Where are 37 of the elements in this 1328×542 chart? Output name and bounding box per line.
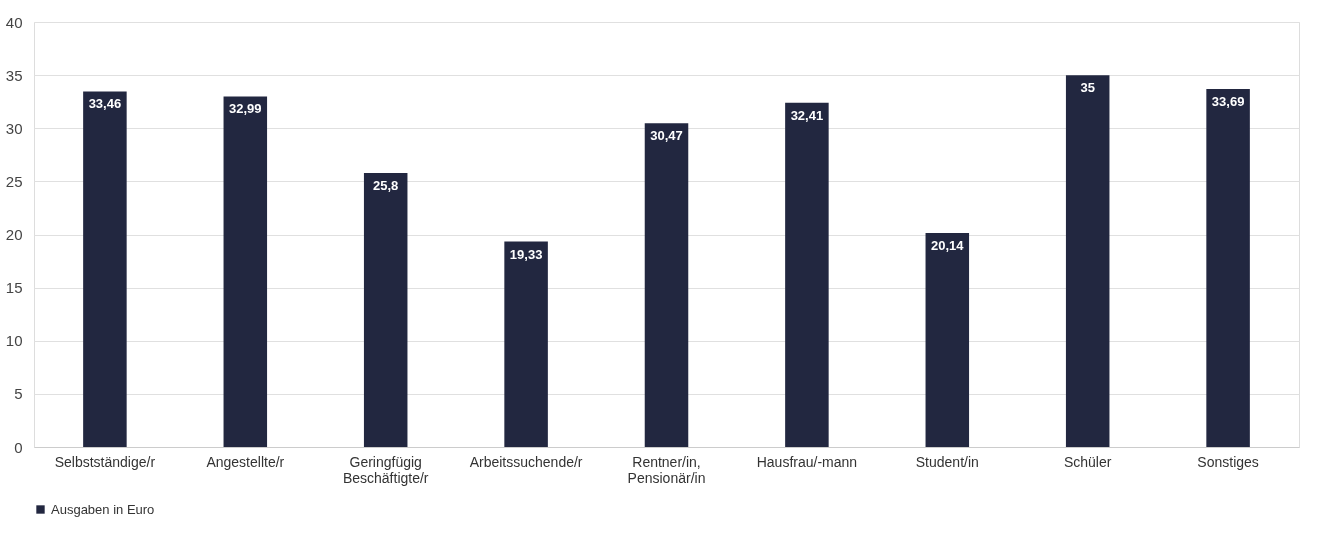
bar <box>785 102 829 447</box>
bar <box>504 241 548 447</box>
data-label: 35 <box>1080 80 1095 96</box>
x-tick-label: Angestellte/r <box>206 453 285 470</box>
y-tick-label: 10 <box>5 332 23 350</box>
data-label: 20,14 <box>931 238 965 254</box>
data-label: 32,41 <box>790 107 824 123</box>
x-tick-label: Selbstständige/r <box>54 453 156 470</box>
x-tick-label: Sonstiges <box>1197 453 1259 470</box>
data-label: 30,47 <box>650 128 683 144</box>
y-tick-label: 5 <box>14 385 23 403</box>
x-tick-label: Student/in <box>915 453 979 470</box>
bar <box>644 123 689 447</box>
x-tick-label: Schüler <box>1063 453 1112 470</box>
y-tick-label: 40 <box>5 13 23 31</box>
bar <box>1065 75 1110 447</box>
y-tick-label: 30 <box>5 119 23 137</box>
data-label: 32,99 <box>229 101 262 117</box>
data-label: 33,46 <box>88 96 122 112</box>
bar <box>83 91 127 447</box>
x-tick-label: Arbeitssuchende/r <box>469 453 583 470</box>
legend-label: Ausgaben in Euro <box>51 501 155 517</box>
x-tick-label: Hausfrau/-mann <box>756 453 858 470</box>
data-label: 33,69 <box>1211 94 1245 110</box>
y-tick-label: 20 <box>5 226 23 243</box>
bar <box>363 172 408 447</box>
x-tick-label: Geringfügig Beschäftigte/r <box>342 453 429 486</box>
bar <box>1206 89 1250 447</box>
y-tick-label: 0 <box>14 438 23 456</box>
data-label: 25,8 <box>373 177 399 193</box>
y-tick-label: 25 <box>5 172 23 190</box>
bar <box>925 233 970 447</box>
x-tick-label: Rentner/in, Pensionär/in <box>627 453 706 486</box>
y-tick-label: 35 <box>5 66 23 84</box>
bar <box>223 96 268 447</box>
data-label: 19,33 <box>509 246 543 262</box>
y-tick-label: 15 <box>5 279 23 297</box>
